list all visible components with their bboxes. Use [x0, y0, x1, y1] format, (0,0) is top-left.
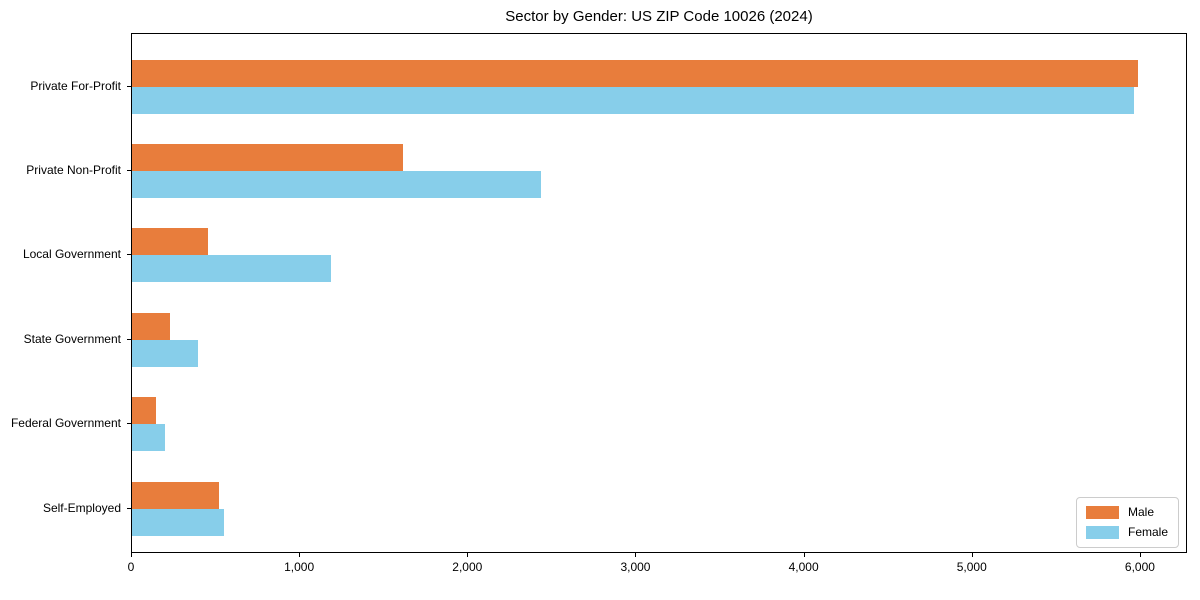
x-tick-label-6-000: 6,000 [1124, 560, 1155, 574]
x-tick-label-0: 0 [127, 560, 135, 574]
bar-female-self-employed [132, 508, 225, 536]
x-tick-label-1-000: 1,000 [284, 560, 315, 574]
bar-male-self-employed [132, 481, 219, 509]
legend-label-female: Female [1127, 525, 1168, 539]
bar-male-local-government [132, 228, 208, 256]
plot-area: Male Female [131, 33, 1187, 553]
bar-female-private-non-profit [132, 170, 542, 198]
bar-female-federal-government [132, 424, 165, 452]
legend-swatch-male [1085, 506, 1119, 519]
x-tick-label-5-000: 5,000 [956, 560, 987, 574]
bar-male-state-government [132, 312, 170, 340]
bar-female-state-government [132, 339, 198, 367]
x-tick-mark [131, 553, 132, 557]
y-tick-mark [127, 338, 131, 340]
y-tick-mark [127, 507, 131, 509]
bar-male-federal-government [132, 397, 156, 425]
x-tick-label-2-000: 2,000 [452, 560, 483, 574]
x-tick-mark [1139, 553, 1141, 557]
legend: Male Female [1075, 497, 1179, 548]
y-category-label-state-government: State Government [23, 331, 121, 346]
y-tick-mark [127, 169, 131, 171]
x-tick-mark [971, 553, 973, 557]
x-tick-mark [635, 553, 637, 557]
x-tick-mark [299, 553, 301, 557]
y-tick-mark [127, 85, 131, 87]
chart-title: Sector by Gender: US ZIP Code 10026 (202… [505, 8, 813, 25]
y-category-label-federal-government: Federal Government [10, 416, 121, 431]
bar-male-private-for-profit [132, 59, 1138, 87]
x-tick-label-4-000: 4,000 [788, 560, 819, 574]
y-category-label-local-government: Local Government [22, 247, 121, 262]
y-category-label-private-for-profit: Private For-Profit [30, 78, 121, 93]
bar-female-private-for-profit [132, 86, 1135, 114]
y-tick-mark [127, 254, 131, 256]
bar-female-local-government [132, 255, 332, 283]
bar-male-private-non-profit [132, 143, 403, 171]
y-tick-mark [127, 423, 131, 425]
legend-item-female: Female [1085, 525, 1168, 539]
y-category-label-self-employed: Self-Employed [42, 500, 121, 515]
legend-label-male: Male [1127, 505, 1154, 519]
x-tick-label-3-000: 3,000 [620, 560, 651, 574]
x-tick-mark [803, 553, 805, 557]
legend-swatch-female [1085, 526, 1119, 539]
x-tick-mark [467, 553, 469, 557]
legend-item-male: Male [1085, 505, 1168, 519]
y-category-label-private-non-profit: Private Non-Profit [26, 162, 121, 177]
